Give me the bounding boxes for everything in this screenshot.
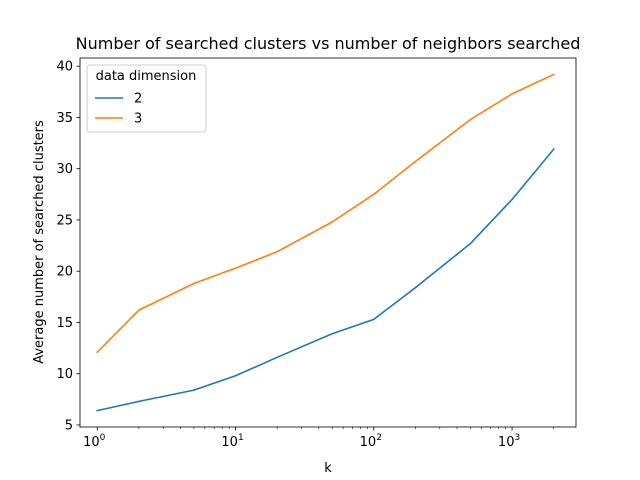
y-tick-label: 25 bbox=[56, 213, 73, 228]
data-point-series-3-10 bbox=[552, 73, 555, 76]
data-point-series-3-8 bbox=[469, 118, 472, 121]
data-point-series-2-1 bbox=[138, 400, 140, 403]
x-tick-label: 100 bbox=[83, 433, 106, 450]
data-point-series-3-1 bbox=[138, 309, 140, 311]
y-tick-label: 5 bbox=[65, 418, 73, 433]
data-point-series-2-9 bbox=[511, 198, 513, 201]
y-tick-label: 30 bbox=[56, 162, 73, 177]
data-point-series-2-2 bbox=[193, 389, 195, 391]
data-point-series-3-2 bbox=[193, 282, 195, 285]
chart-title: Number of searched clusters vs number of… bbox=[76, 34, 581, 53]
x-tick-label: 101 bbox=[221, 433, 243, 450]
legend: data dimension 2 3 bbox=[86, 64, 207, 133]
y-tick-label: 20 bbox=[56, 265, 73, 280]
data-point-series-2-10 bbox=[552, 148, 555, 151]
axes-frame bbox=[79, 57, 577, 428]
data-point-series-2-0 bbox=[96, 409, 99, 412]
data-point-series-3-0 bbox=[96, 351, 99, 353]
data-point-series-2-7 bbox=[414, 286, 417, 289]
data-point-series-3-3 bbox=[234, 267, 237, 269]
data-point-series-2-5 bbox=[331, 332, 333, 335]
x-tick-label: 102 bbox=[360, 433, 382, 450]
data-point-series-2-4 bbox=[276, 356, 278, 359]
data-point-series-2-8 bbox=[469, 242, 472, 245]
legend-label-series-3: 3 bbox=[134, 112, 142, 127]
legend-title: data dimension bbox=[96, 69, 197, 84]
data-point-series-2-3 bbox=[234, 374, 237, 377]
y-axis-label: Average number of searched clusters bbox=[32, 120, 47, 364]
legend-label-series-2: 2 bbox=[134, 92, 142, 107]
y-tick-label: 10 bbox=[56, 367, 73, 382]
x-axis-label: k bbox=[324, 461, 332, 476]
y-tick-label: 40 bbox=[56, 60, 73, 75]
data-point-series-2-6 bbox=[373, 318, 375, 321]
data-point-series-3-5 bbox=[331, 221, 333, 223]
data-point-series-3-4 bbox=[276, 250, 278, 253]
x-tick-label: 103 bbox=[498, 433, 520, 450]
y-tick-label: 35 bbox=[56, 111, 73, 126]
plot-area: 5 10 15 20 25 30 35 40 100 101 102 103 bbox=[56, 57, 577, 450]
data-point-series-3-7 bbox=[414, 160, 417, 163]
y-tick-label: 15 bbox=[56, 316, 73, 331]
data-point-series-3-6 bbox=[373, 193, 375, 196]
legend-frame bbox=[86, 64, 207, 133]
data-point-series-3-9 bbox=[511, 93, 513, 95]
